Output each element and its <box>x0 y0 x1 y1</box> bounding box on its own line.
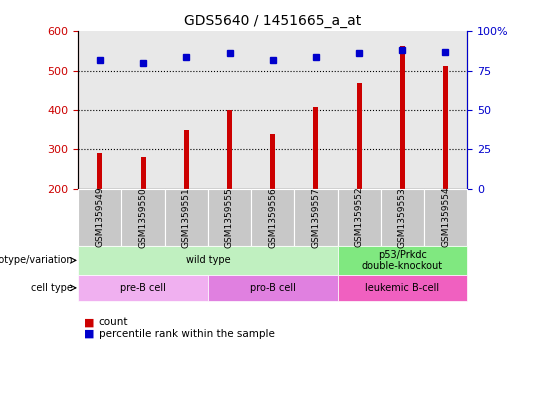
Bar <box>140 157 146 189</box>
Text: leukemic B-cell: leukemic B-cell <box>365 283 440 293</box>
Text: ■: ■ <box>84 329 94 339</box>
Text: GSM1359557: GSM1359557 <box>312 187 320 248</box>
Bar <box>97 153 103 189</box>
Text: pro-B cell: pro-B cell <box>250 283 295 293</box>
Bar <box>443 66 448 189</box>
Text: count: count <box>99 317 129 327</box>
Text: ■: ■ <box>84 317 94 327</box>
Text: GSM1359554: GSM1359554 <box>441 187 450 248</box>
Bar <box>270 134 275 189</box>
Title: GDS5640 / 1451665_a_at: GDS5640 / 1451665_a_at <box>184 14 361 28</box>
Text: GSM1359550: GSM1359550 <box>139 187 147 248</box>
Text: percentile rank within the sample: percentile rank within the sample <box>99 329 275 339</box>
Text: GSM1359553: GSM1359553 <box>398 187 407 248</box>
Text: p53/Prkdc
double-knockout: p53/Prkdc double-knockout <box>362 250 443 271</box>
Bar <box>227 110 232 189</box>
Bar <box>184 130 189 189</box>
Text: GSM1359549: GSM1359549 <box>96 187 104 248</box>
Text: GSM1359551: GSM1359551 <box>182 187 191 248</box>
Text: GSM1359556: GSM1359556 <box>268 187 277 248</box>
Text: cell type: cell type <box>31 283 73 293</box>
Text: GSM1359555: GSM1359555 <box>225 187 234 248</box>
Text: wild type: wild type <box>186 255 230 265</box>
Bar <box>356 83 362 189</box>
Bar <box>313 107 319 189</box>
Text: pre-B cell: pre-B cell <box>120 283 166 293</box>
Text: GSM1359552: GSM1359552 <box>355 187 363 248</box>
Bar <box>400 46 405 189</box>
Text: genotype/variation: genotype/variation <box>0 255 73 265</box>
